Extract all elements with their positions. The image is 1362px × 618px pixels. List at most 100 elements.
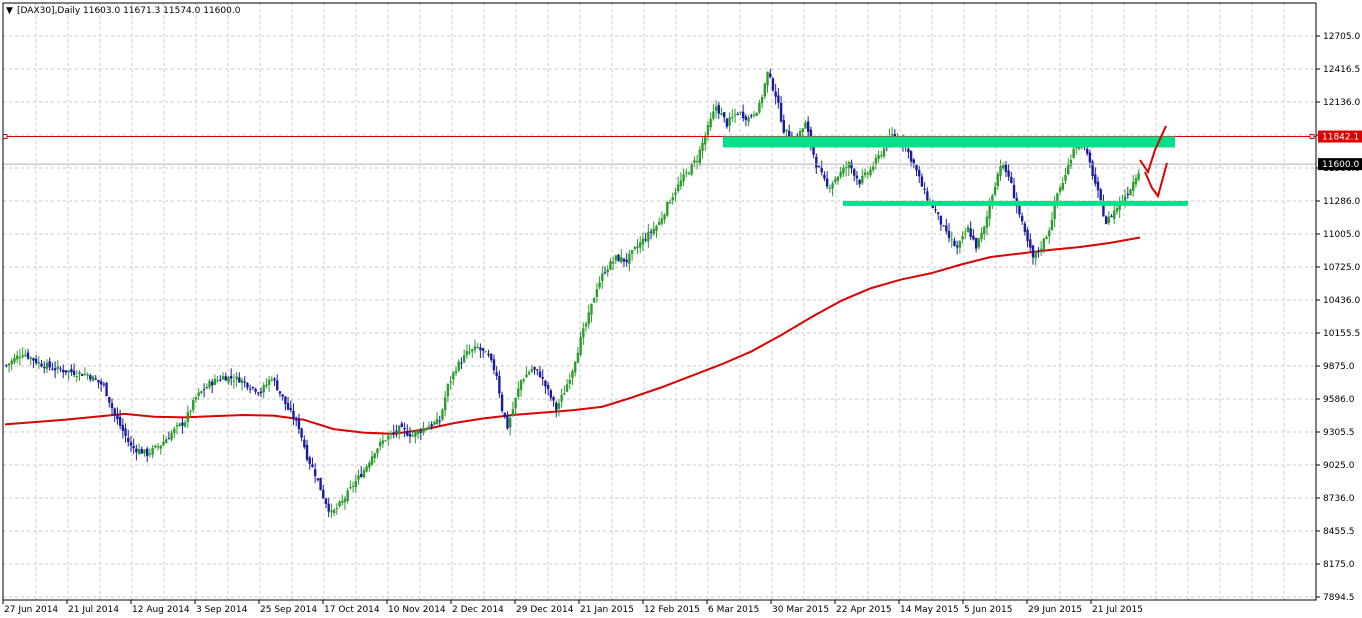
y-tick-label: 8455.5 — [1323, 527, 1355, 537]
candle-body — [449, 381, 452, 383]
candle-body — [1132, 181, 1135, 191]
resistance-zone — [723, 136, 1175, 148]
candle-body — [592, 298, 596, 303]
candle-body — [135, 448, 138, 453]
candle-body — [999, 166, 1002, 176]
candle-body — [303, 439, 306, 448]
candle-body — [788, 130, 791, 138]
candle-body — [877, 155, 880, 159]
candle-body — [717, 105, 720, 114]
candle-body — [425, 428, 428, 430]
candle-body — [1012, 184, 1016, 199]
candle-body — [855, 175, 859, 179]
candle-body — [525, 374, 528, 378]
candle-body — [1075, 147, 1078, 149]
candle-body — [311, 464, 314, 467]
candle-body — [725, 118, 729, 127]
candle-body — [276, 380, 279, 391]
x-tick-label: 6 Mar 2015 — [708, 605, 759, 615]
candle-body — [622, 258, 626, 262]
candle-body — [262, 385, 265, 393]
candle-body — [137, 449, 141, 454]
candle-body — [53, 368, 57, 371]
candle-body — [349, 487, 352, 489]
triangle-down-icon[interactable]: ▼ — [6, 6, 13, 16]
candle-body — [45, 362, 49, 369]
y-tick-label: 12136.0 — [1323, 98, 1360, 108]
candle-body — [652, 228, 655, 235]
candle-body — [29, 357, 32, 360]
candle-body — [397, 425, 401, 435]
candle-body — [565, 384, 569, 392]
candle-body — [81, 374, 84, 376]
candle-body — [961, 235, 964, 240]
candle-body — [34, 358, 38, 364]
candle-body — [839, 171, 842, 177]
candle-body — [511, 409, 515, 416]
candle-body — [533, 367, 536, 370]
candle-body — [912, 159, 916, 164]
candle-body — [116, 414, 119, 420]
candle-body — [611, 261, 615, 264]
candle-body — [238, 377, 241, 383]
candle-body — [208, 381, 211, 388]
candle-body — [148, 453, 152, 455]
candle-body — [785, 129, 788, 132]
y-tick-label: 8736.0 — [1323, 494, 1355, 504]
candle-body — [1110, 215, 1113, 218]
candle-body — [1042, 238, 1046, 250]
candle-body — [620, 257, 623, 263]
candle-body — [5, 365, 8, 367]
candle-body — [224, 376, 227, 381]
candle-body — [947, 230, 951, 239]
candle-body — [105, 382, 108, 397]
candle-body — [178, 423, 181, 426]
candle-body — [219, 379, 222, 381]
candle-body — [1088, 152, 1092, 163]
candle-body — [552, 397, 555, 401]
candle-body — [549, 390, 553, 398]
candle-body — [969, 228, 972, 237]
candle-body — [858, 179, 861, 185]
candle-body — [468, 351, 471, 353]
candle-body — [893, 134, 897, 138]
candle-body — [1007, 170, 1010, 177]
candle-body — [871, 166, 875, 170]
candle-body — [132, 445, 135, 448]
candle-body — [587, 312, 590, 324]
candle-body — [698, 149, 702, 164]
candle-body — [281, 394, 284, 397]
candle-body — [7, 363, 11, 366]
candle-body — [655, 225, 658, 232]
candle-body — [676, 184, 680, 192]
candle-body — [305, 444, 309, 460]
candle-body — [370, 456, 374, 465]
candle-body — [197, 392, 200, 396]
candle-body — [97, 379, 100, 383]
candle-body — [373, 453, 376, 459]
candle-body — [51, 368, 54, 370]
candle-body — [636, 246, 639, 249]
candle-body — [1056, 193, 1059, 201]
candle-body — [1018, 205, 1021, 215]
candle-body — [346, 490, 349, 501]
candle-body — [674, 192, 677, 196]
candle-body — [173, 428, 176, 433]
candle-body — [229, 376, 233, 379]
candle-body — [175, 425, 179, 427]
candle-body — [747, 117, 750, 122]
candle-body — [13, 357, 16, 363]
candle-body — [1126, 194, 1130, 196]
candle-body — [322, 489, 325, 499]
candle-body — [273, 378, 276, 381]
candle-body — [579, 336, 582, 355]
candle-body — [563, 393, 566, 395]
candle-body — [62, 369, 65, 373]
candle-body — [560, 395, 563, 402]
candle-body — [614, 255, 618, 261]
candle-body — [736, 113, 739, 115]
candle-body — [663, 214, 666, 220]
candle-body — [706, 124, 710, 136]
candle-body — [146, 448, 149, 457]
candle-body — [78, 372, 81, 375]
